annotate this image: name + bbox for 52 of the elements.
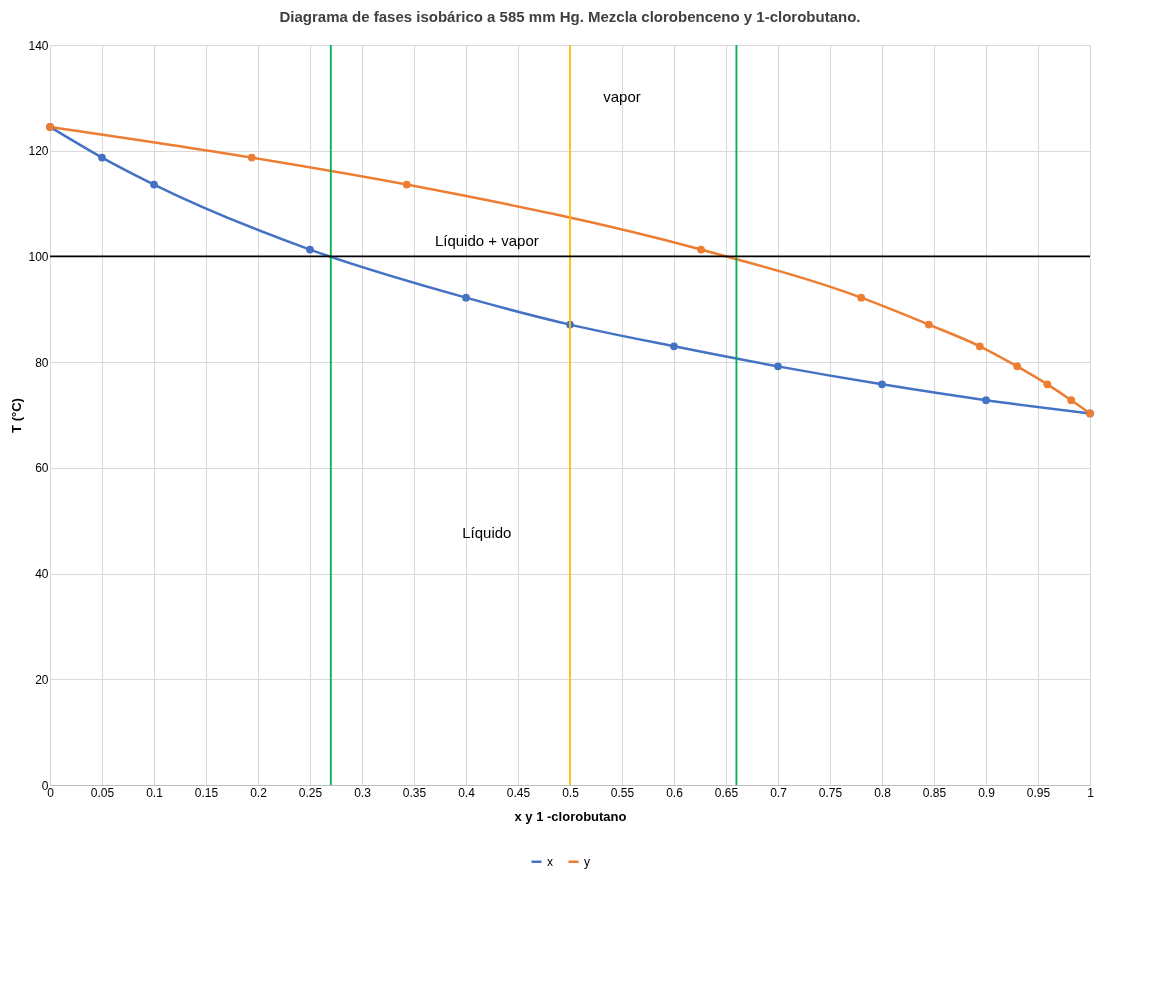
legend-label: y [584, 854, 590, 869]
point [878, 380, 886, 389]
point [697, 245, 705, 254]
x-tick-label: 0.2 [250, 785, 268, 800]
x-tick-label: 0.25 [298, 785, 323, 800]
x-tick-label: 0.4 [458, 785, 476, 800]
y-tick-label: 120 [28, 144, 49, 159]
annotation: Líquido + vapor [434, 232, 539, 250]
x-tick-label: 1 [1087, 785, 1095, 800]
point [857, 293, 866, 302]
y-tick-label: 140 [28, 38, 49, 53]
x-tick-label: 0.7 [770, 785, 788, 800]
x-tick-label: 0.85 [922, 785, 947, 800]
x-tick-label: 0.35 [402, 785, 427, 800]
legend-label: x [547, 854, 553, 869]
point [306, 245, 314, 254]
point [1013, 362, 1022, 371]
x-tick-label: 0.5 [562, 785, 580, 800]
y-tick-label: 40 [35, 567, 49, 582]
point [1043, 380, 1052, 389]
x-tick-label: 0.8 [874, 785, 892, 800]
point [247, 153, 256, 162]
x-tick-label: 0.45 [506, 785, 531, 800]
x-tick-label: 0.1 [146, 785, 164, 800]
chart-title: Diagrama de fases isobárico a 585 mm Hg. Mezcla clorobenceno y 1-clorobutano. [279, 8, 861, 25]
y-tick-label: 20 [35, 672, 49, 687]
y-tick-label: 100 [28, 249, 49, 264]
x-tick-label: 0.95 [1026, 785, 1051, 800]
point [98, 153, 106, 162]
point [774, 362, 782, 371]
x-tick-label: 0.3 [354, 785, 372, 800]
point [402, 180, 411, 189]
x-tick-label: 0.15 [194, 785, 219, 800]
y-tick-label: 80 [35, 355, 49, 370]
x-tick-label: 0.55 [610, 785, 635, 800]
x-axis-title: x y 1 -clorobutano [514, 808, 627, 824]
x-tick-label: 0.9 [978, 785, 996, 800]
x-tick-label: 0.75 [818, 785, 843, 800]
point [975, 342, 984, 351]
point [670, 342, 678, 351]
annotation: Líquido [462, 524, 512, 542]
x-tick-label: 0.05 [90, 785, 115, 800]
x-tick-label: 0.65 [714, 785, 739, 800]
annotation: vapor [603, 87, 641, 105]
x-tick-label: 0.6 [666, 785, 684, 800]
point [982, 396, 990, 405]
y-axis-title: T (°C) [9, 398, 25, 433]
point [924, 320, 933, 329]
point [150, 180, 158, 189]
point [462, 293, 470, 302]
y-tick-label: 60 [35, 461, 49, 476]
point [1067, 396, 1076, 405]
